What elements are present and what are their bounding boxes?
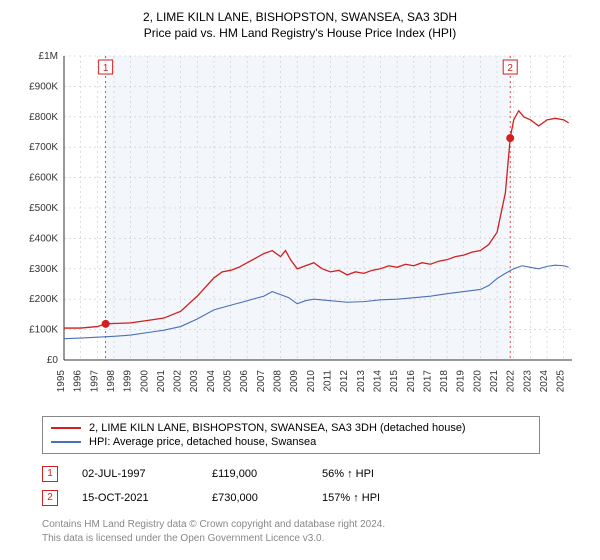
title-address: 2, LIME KILN LANE, BISHOPSTON, SWANSEA, … <box>10 10 590 24</box>
svg-text:£100K: £100K <box>29 325 58 336</box>
legend-label: HPI: Average price, detached house, Swan… <box>89 436 316 448</box>
svg-text:1995: 1995 <box>56 370 67 393</box>
svg-text:2: 2 <box>507 63 513 74</box>
svg-text:£0: £0 <box>47 355 59 366</box>
svg-text:£300K: £300K <box>29 264 58 275</box>
svg-text:2017: 2017 <box>422 370 433 393</box>
attribution-line2: This data is licensed under the Open Gov… <box>42 532 590 546</box>
transaction-marker: 2 <box>42 490 58 506</box>
svg-text:1997: 1997 <box>89 370 100 393</box>
svg-text:£200K: £200K <box>29 294 58 305</box>
transaction-date: 15-OCT-2021 <box>82 492 212 504</box>
attribution-line1: Contains HM Land Registry data © Crown c… <box>42 518 590 532</box>
transaction-date: 02-JUL-1997 <box>82 468 212 480</box>
transaction-row: 2 15-OCT-2021£730,000157% ↑ HPI <box>42 486 590 510</box>
svg-text:2014: 2014 <box>372 370 383 393</box>
svg-text:2000: 2000 <box>139 370 150 393</box>
svg-text:1999: 1999 <box>123 370 134 393</box>
svg-text:2011: 2011 <box>322 370 333 392</box>
svg-text:£700K: £700K <box>29 142 58 153</box>
chart-title: 2, LIME KILN LANE, BISHOPSTON, SWANSEA, … <box>10 10 590 40</box>
legend-item: 2, LIME KILN LANE, BISHOPSTON, SWANSEA, … <box>51 421 531 435</box>
svg-text:2002: 2002 <box>173 370 184 393</box>
legend-label: 2, LIME KILN LANE, BISHOPSTON, SWANSEA, … <box>89 422 466 434</box>
svg-text:2004: 2004 <box>206 370 217 393</box>
svg-text:2024: 2024 <box>539 370 550 393</box>
svg-text:2006: 2006 <box>239 370 250 393</box>
legend-swatch <box>51 441 81 443</box>
legend-swatch <box>51 427 81 429</box>
svg-text:2013: 2013 <box>356 370 367 393</box>
svg-text:2009: 2009 <box>289 370 300 393</box>
title-subtitle: Price paid vs. HM Land Registry's House … <box>10 26 590 40</box>
svg-text:£800K: £800K <box>29 112 58 123</box>
svg-text:2010: 2010 <box>306 370 317 393</box>
svg-text:2008: 2008 <box>273 370 284 393</box>
svg-text:1: 1 <box>103 63 109 74</box>
transaction-pct: 56% ↑ HPI <box>322 468 442 480</box>
svg-text:2025: 2025 <box>556 370 567 393</box>
legend: 2, LIME KILN LANE, BISHOPSTON, SWANSEA, … <box>42 416 540 454</box>
svg-text:2023: 2023 <box>522 370 533 393</box>
svg-text:1998: 1998 <box>106 370 117 393</box>
svg-text:2016: 2016 <box>406 370 417 393</box>
transaction-price: £119,000 <box>212 468 322 480</box>
svg-text:£400K: £400K <box>29 233 58 244</box>
svg-text:£900K: £900K <box>29 81 58 92</box>
svg-text:2001: 2001 <box>156 370 167 393</box>
svg-text:2012: 2012 <box>339 370 350 393</box>
svg-text:£1M: £1M <box>39 51 58 62</box>
legend-item: HPI: Average price, detached house, Swan… <box>51 435 531 449</box>
transaction-marker: 1 <box>42 466 58 482</box>
svg-text:2020: 2020 <box>472 370 483 393</box>
transaction-price: £730,000 <box>212 492 322 504</box>
svg-text:2005: 2005 <box>223 370 234 393</box>
svg-text:1996: 1996 <box>73 370 84 393</box>
transaction-table: 1 02-JUL-1997£119,00056% ↑ HPI 2 15-OCT-202… <box>42 462 590 510</box>
svg-text:2003: 2003 <box>189 370 200 393</box>
svg-text:2018: 2018 <box>439 370 450 393</box>
svg-text:£500K: £500K <box>29 203 58 214</box>
svg-text:2007: 2007 <box>256 370 267 393</box>
svg-text:2021: 2021 <box>489 370 500 393</box>
attribution: Contains HM Land Registry data © Crown c… <box>42 518 590 546</box>
svg-text:£600K: £600K <box>29 173 58 184</box>
transaction-pct: 157% ↑ HPI <box>322 492 442 504</box>
svg-text:2019: 2019 <box>456 370 467 393</box>
price-chart: £0 £100K £200K £300K £400K £500K £600K £700K £80… <box>20 48 580 408</box>
svg-text:2022: 2022 <box>506 370 517 393</box>
transaction-row: 1 02-JUL-1997£119,00056% ↑ HPI <box>42 462 590 486</box>
svg-text:2015: 2015 <box>389 370 400 393</box>
